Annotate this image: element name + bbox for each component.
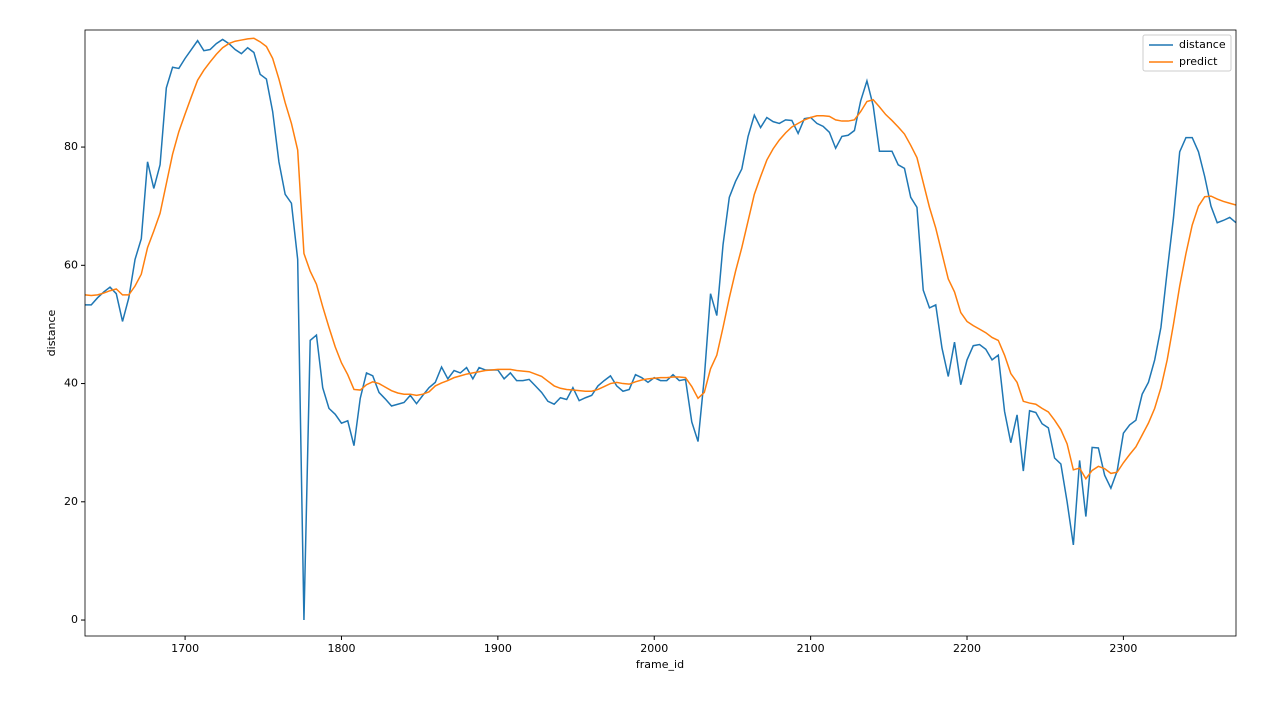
x-tick-label: 2000 xyxy=(640,642,668,655)
x-tick-label: 2100 xyxy=(797,642,825,655)
y-tick-label: 80 xyxy=(64,140,78,153)
data-line xyxy=(85,37,1236,481)
legend-label: distance xyxy=(1179,38,1226,51)
x-tick-label: 1900 xyxy=(484,642,512,655)
x-tick-label: 1700 xyxy=(171,642,199,655)
x-tick-label: 2200 xyxy=(953,642,981,655)
y-tick-label: 0 xyxy=(71,613,78,626)
y-tick-label: 60 xyxy=(64,258,78,271)
x-tick-label: 1800 xyxy=(327,642,355,655)
x-axis-label: frame_id xyxy=(636,658,684,671)
data-line xyxy=(85,38,1236,621)
x-tick-label: 2300 xyxy=(1109,642,1137,655)
y-axis-label: distance xyxy=(45,309,58,356)
plot-frame xyxy=(84,29,1237,637)
y-tick-label: 20 xyxy=(64,495,78,508)
legend-label: predict xyxy=(1179,55,1218,68)
y-tick-label: 40 xyxy=(64,377,78,390)
